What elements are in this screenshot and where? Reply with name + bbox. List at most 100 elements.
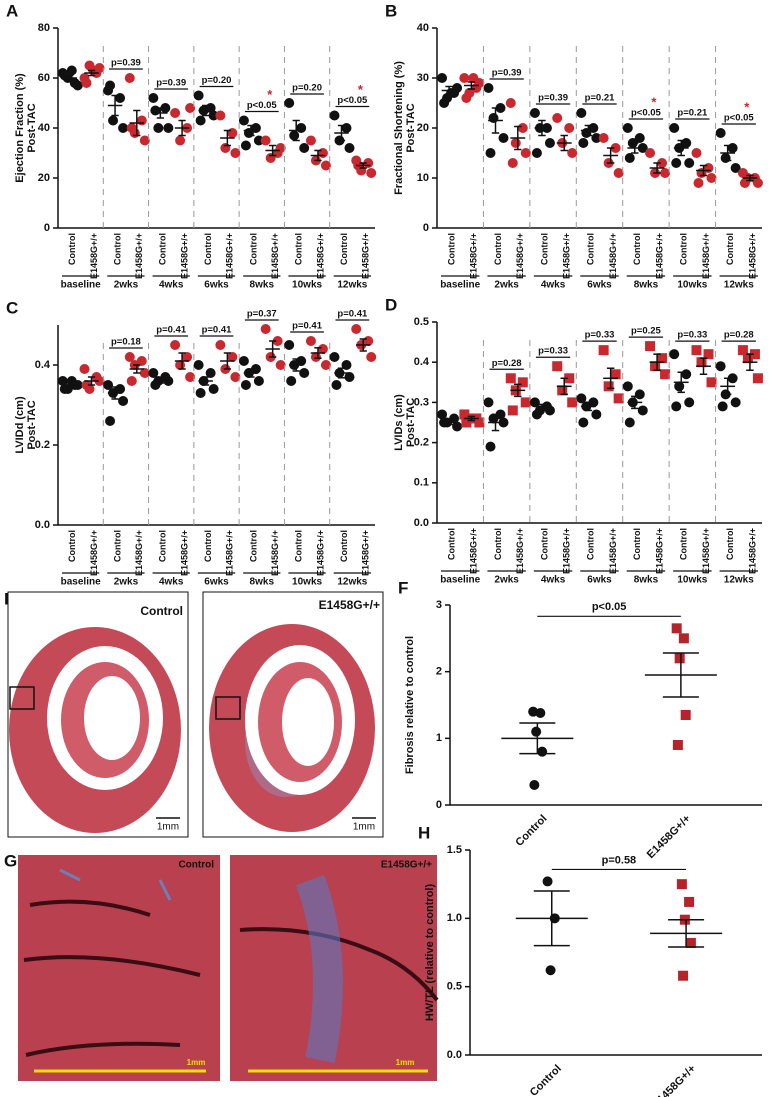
scale-label: 1mm xyxy=(157,822,179,833)
x-tick-label: Control xyxy=(539,528,549,560)
y-axis-label: Post-TAC xyxy=(26,400,38,449)
p-value: p=0.58 xyxy=(602,854,637,866)
group-label: 6wks xyxy=(204,577,229,588)
data-point xyxy=(320,360,331,370)
data-point xyxy=(669,349,680,360)
data-point xyxy=(681,369,692,380)
x-tick-label: E1458G+/+ xyxy=(562,528,572,574)
y-tick-label: 1.0 xyxy=(447,912,462,924)
data-point xyxy=(576,393,587,404)
group-label: 12wks xyxy=(337,577,367,588)
data-point xyxy=(341,123,352,133)
data-point xyxy=(286,376,297,386)
data-point xyxy=(674,653,685,664)
data-point xyxy=(507,158,518,168)
data-point xyxy=(81,380,92,390)
data-point xyxy=(468,73,479,83)
x-tick-label: E1458G+/+ xyxy=(361,233,371,279)
scale-label: 1mm xyxy=(396,1058,415,1067)
data-point xyxy=(531,409,542,420)
y-tick-label: 3 xyxy=(436,599,442,611)
x-tick-label: E1458G+/+ xyxy=(361,530,371,576)
group-label: 12wks xyxy=(724,280,754,291)
data-point xyxy=(545,965,556,976)
data-point xyxy=(272,336,283,346)
y-axis-label: LVIDs (cm) xyxy=(393,394,405,451)
x-tick-label: Control xyxy=(586,528,596,560)
data-point xyxy=(622,123,633,133)
data-point xyxy=(645,341,656,352)
data-point xyxy=(684,397,695,408)
x-tick-label: E1458G+/+ xyxy=(469,233,479,279)
data-point xyxy=(684,158,695,168)
group-label: 10wks xyxy=(677,575,707,586)
data-point xyxy=(81,78,92,88)
x-tick-label: E1458G+/+ xyxy=(747,233,757,279)
data-point xyxy=(671,401,682,412)
x-tick-label: Control xyxy=(725,528,735,560)
panel-letter: C xyxy=(6,298,18,317)
data-point xyxy=(230,148,241,158)
data-point xyxy=(657,158,668,168)
group-label: 10wks xyxy=(677,280,707,291)
data-point xyxy=(567,148,578,158)
p-value: p<0.05 xyxy=(337,95,368,106)
p-value: p<0.05 xyxy=(247,100,278,111)
data-point xyxy=(126,123,137,133)
x-tick-label: E1458G+/+ xyxy=(270,530,280,576)
data-point xyxy=(564,373,575,384)
inset-box xyxy=(9,686,35,710)
p-value: p=0.41 xyxy=(337,309,368,320)
fibrosis xyxy=(295,874,343,1063)
data-point xyxy=(578,138,589,148)
data-point xyxy=(529,108,540,118)
data-point xyxy=(730,163,741,173)
data-point xyxy=(284,340,295,350)
data-point xyxy=(557,385,568,396)
p-value: p=0.39 xyxy=(156,78,186,89)
y-tick-label: 0.3 xyxy=(414,396,429,408)
data-point xyxy=(139,368,150,378)
data-point xyxy=(730,397,741,408)
data-point xyxy=(289,130,300,141)
p-value: p<0.05 xyxy=(724,113,755,124)
x-tick-label: Control xyxy=(112,233,122,265)
y-tick-label: 0.4 xyxy=(414,356,430,368)
data-point xyxy=(706,377,717,388)
data-point xyxy=(696,357,707,368)
data-point xyxy=(275,360,286,370)
x-tick-label: Control xyxy=(294,530,304,562)
data-point xyxy=(520,148,531,158)
data-point xyxy=(240,380,251,390)
data-point xyxy=(208,384,219,394)
group-label: 4wks xyxy=(541,280,566,291)
data-point xyxy=(124,352,135,362)
data-point xyxy=(624,417,635,428)
data-point xyxy=(505,98,516,108)
data-point xyxy=(126,376,137,386)
data-point xyxy=(446,88,457,98)
x-tick-label: E1458G+/+ xyxy=(701,233,711,279)
data-point xyxy=(103,380,114,390)
x-tick-label: Control xyxy=(158,530,168,562)
panel-letter: G xyxy=(4,851,17,870)
data-point xyxy=(650,361,661,372)
y-tick-label: 0.0 xyxy=(35,519,50,531)
y-axis-label: Fractional Shortening (%) xyxy=(393,61,405,195)
data-point xyxy=(578,417,589,428)
scale-label: 1mm xyxy=(187,1058,206,1067)
y-axis-label: Post-TAC xyxy=(26,103,38,152)
data-point xyxy=(118,123,129,133)
data-point xyxy=(576,108,587,118)
data-point xyxy=(634,389,645,400)
y-tick-label: 0.4 xyxy=(35,359,51,371)
fibrosis xyxy=(59,868,172,901)
group-label: 2wks xyxy=(494,280,519,291)
p-value: p=0.39 xyxy=(538,93,568,104)
data-point xyxy=(505,373,516,384)
group-label: 2wks xyxy=(494,575,519,586)
p-value: p=0.33 xyxy=(538,346,568,357)
data-point xyxy=(669,123,680,133)
x-tick-label: E1458G+/+ xyxy=(315,530,325,576)
